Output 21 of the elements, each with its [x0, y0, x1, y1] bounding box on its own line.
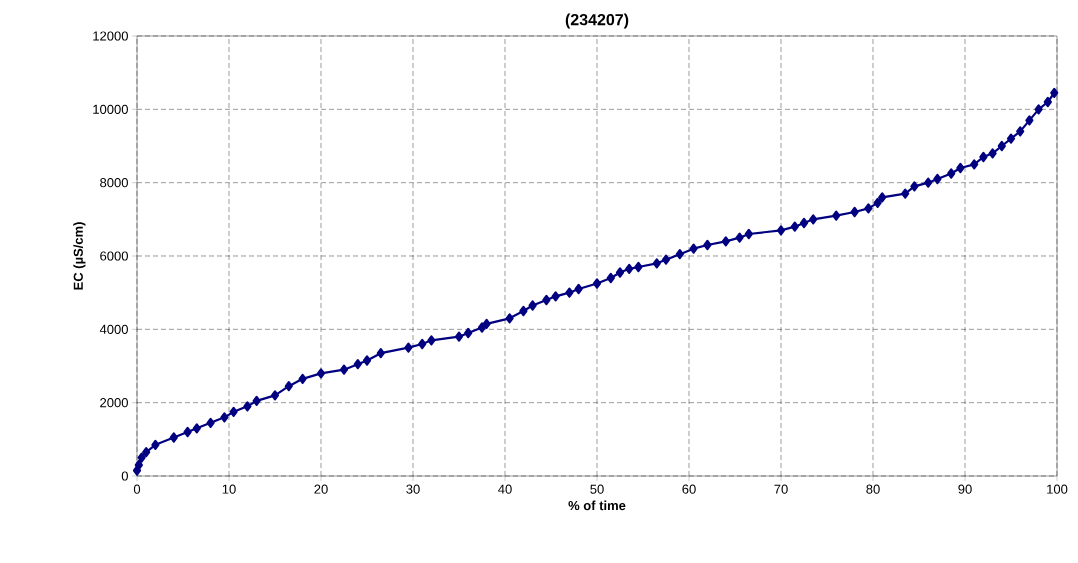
x-tick-label: 10 [222, 484, 236, 494]
x-tick-label: 0 [133, 484, 141, 494]
y-tick-label: 0 [121, 471, 128, 481]
y-tick-label: 8000 [100, 178, 128, 188]
x-tick-label: 70 [774, 484, 788, 494]
y-axis-title: EC (µS/cm) [73, 222, 86, 290]
x-tick-label: 60 [682, 484, 696, 494]
y-tick-label: 10000 [93, 104, 128, 114]
x-axis-title: % of time [568, 500, 626, 511]
x-tick-label: 100 [1047, 484, 1068, 494]
y-tick-label: 6000 [100, 251, 128, 261]
x-tick-label: 40 [498, 484, 512, 494]
y-tick-label: 4000 [99, 324, 128, 334]
y-tick-label: 2000 [100, 398, 128, 408]
x-tick-label: 90 [958, 484, 972, 494]
x-tick-label: 20 [314, 484, 328, 494]
chart-title: (234207) [565, 13, 629, 29]
x-tick-label: 30 [406, 484, 420, 494]
y-tick-label: 12000 [93, 31, 128, 41]
x-tick-label: 80 [866, 484, 880, 494]
x-tick-label: 50 [590, 484, 604, 494]
